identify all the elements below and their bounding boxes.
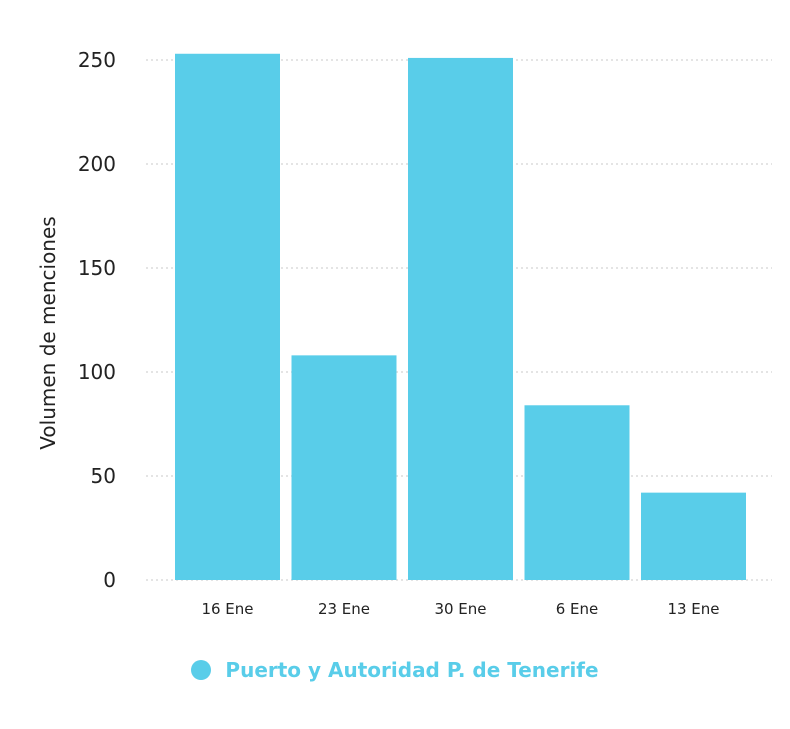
y-tick-label: 100 <box>78 360 116 384</box>
x-axis-ticks: 16 Ene 23 Ene 30 Ene 6 Ene 13 Ene <box>201 600 719 618</box>
y-tick-label: 50 <box>91 464 116 488</box>
legend: Puerto y Autoridad P. de Tenerife <box>0 654 790 686</box>
bar <box>175 53 280 580</box>
bar <box>524 405 630 580</box>
x-tick-label: 30 Ene <box>434 600 486 618</box>
y-tick-label: 200 <box>78 152 116 176</box>
y-tick-label: 250 <box>78 48 116 72</box>
bars <box>175 53 746 581</box>
x-tick-label: 6 Ene <box>556 600 599 618</box>
legend-label: Puerto y Autoridad P. de Tenerife <box>225 658 599 682</box>
x-tick-label: 23 Ene <box>318 600 370 618</box>
x-tick-label: 16 Ene <box>201 600 253 618</box>
bar <box>291 355 397 580</box>
bar <box>641 492 746 580</box>
legend-swatch <box>191 660 212 680</box>
bar <box>408 57 513 581</box>
y-axis-label: Volumen de menciones <box>36 216 60 449</box>
y-axis-ticks: 0 50 100 150 200 250 <box>78 48 116 592</box>
y-tick-label: 0 <box>103 568 116 592</box>
y-tick-label: 150 <box>78 256 116 280</box>
x-tick-label: 13 Ene <box>667 600 719 618</box>
